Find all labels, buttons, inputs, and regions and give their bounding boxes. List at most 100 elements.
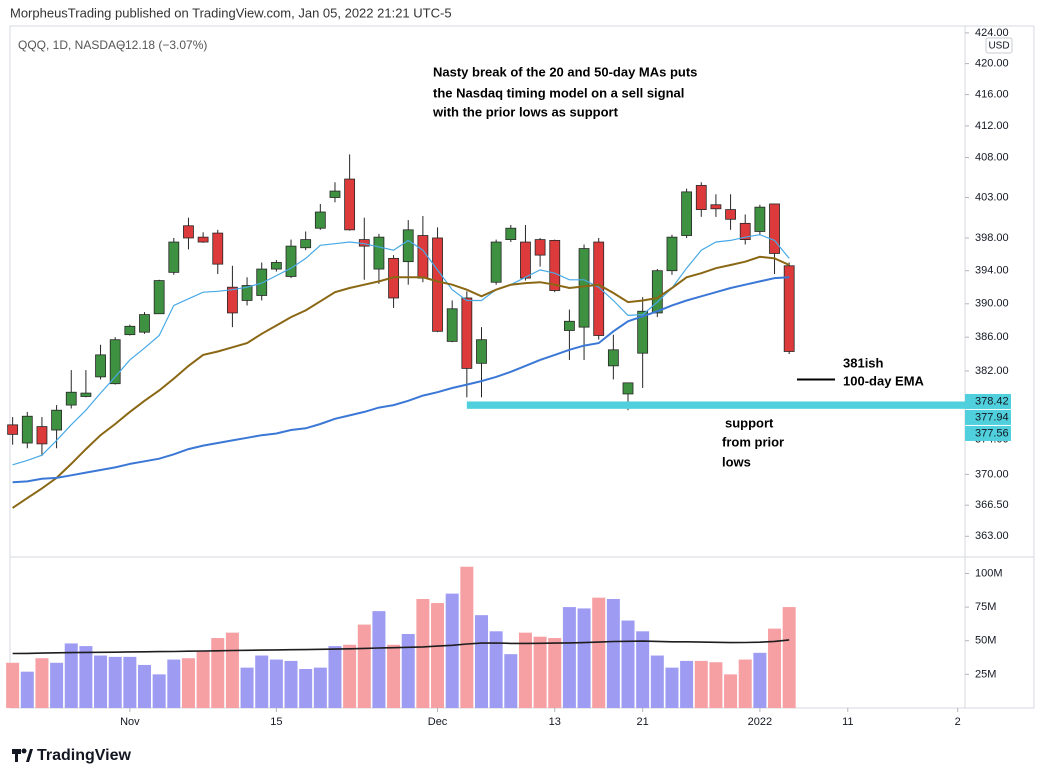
volume-bar [64, 643, 78, 708]
candle-body [637, 310, 649, 354]
support-note: support [725, 415, 774, 430]
candle-body [314, 211, 326, 229]
currency[interactable]: USD [988, 41, 1009, 52]
volume-tick-label: 100M [975, 567, 1003, 579]
y-tick-label: 416.00 [975, 89, 1009, 101]
support-note: lows [722, 454, 751, 469]
volume-bar [269, 659, 283, 708]
candle-body [109, 339, 121, 385]
y-tick-label: 386.00 [975, 331, 1009, 343]
candle-body [21, 415, 33, 444]
volume-bar [606, 599, 620, 708]
price-label: 377.56 [975, 427, 1009, 439]
ema-label: 381ish [843, 355, 884, 370]
volume-bar [592, 597, 606, 708]
volume-bar [50, 662, 64, 708]
candle-body [417, 235, 429, 279]
candle-body [461, 297, 473, 369]
candle-body [534, 239, 546, 256]
price-label-box [965, 393, 1011, 409]
volume-bar [416, 599, 430, 708]
volume-bar [181, 658, 195, 708]
candle-body [80, 392, 92, 397]
volume-bar [123, 656, 137, 708]
candle-body [695, 185, 707, 210]
volume-bar [445, 593, 459, 708]
candle-body [197, 236, 209, 243]
volume-bar [299, 668, 313, 708]
annotation: with the prior lows as support [432, 104, 619, 119]
volume-bar [138, 664, 152, 708]
volume-bar [489, 631, 503, 708]
volume-bar [240, 667, 254, 708]
volume-bar [196, 651, 210, 708]
candle-body [402, 229, 414, 263]
candle-body [153, 280, 165, 315]
volume-bar [211, 638, 225, 708]
volume-bar [504, 654, 518, 708]
candle-body [490, 241, 502, 283]
candle-body [769, 203, 780, 254]
volume-bar [357, 624, 371, 708]
brand[interactable]: TradingView [37, 747, 132, 764]
volume-bar [738, 659, 752, 708]
volume-bar [94, 655, 108, 708]
volume-tick-label: 25M [975, 668, 996, 680]
candle-body [725, 209, 736, 220]
volume-tick-label: 50M [975, 635, 996, 647]
support-note: from prior [722, 434, 784, 449]
plot: 424.00 420.00 416.00 412.00 408.00 403.00 398.… [6, 27, 1011, 728]
y-tick-label: 420.00 [975, 57, 1009, 69]
candle-body [578, 248, 590, 328]
y-tick-label: 394.00 [975, 265, 1009, 277]
volume-bar [548, 638, 562, 708]
y-tick-label: 403.00 [975, 191, 1009, 203]
price-label: 378.42 [975, 395, 1009, 407]
x-tick-label: 11 [842, 716, 853, 728]
candle-body [212, 232, 224, 265]
volume-bar [343, 644, 357, 708]
candle-body [754, 206, 766, 232]
x-tick-label: 2022 [748, 716, 772, 728]
volume-bar [680, 660, 694, 708]
x-tick-label: 13 [549, 716, 561, 728]
volume-bar [562, 607, 576, 708]
candle-body [783, 265, 795, 352]
symbol: QQQ, 1D, NASDAQ [18, 38, 125, 52]
candle-body [446, 308, 458, 342]
currency-box[interactable] [985, 37, 1013, 54]
volume-bar [372, 611, 386, 708]
price-label-box [965, 409, 1011, 425]
volume-bar [636, 631, 650, 708]
volume-bar [768, 628, 782, 708]
candle-body [739, 222, 751, 240]
moving-average [12, 255, 790, 509]
volume-bar [79, 646, 93, 708]
candle-body [36, 426, 48, 445]
y-tick-label: 370.00 [975, 468, 1009, 480]
volume-bar [665, 667, 679, 708]
candle-body [344, 178, 356, 231]
publisher: MorpheusTrading published on TradingView… [10, 5, 452, 20]
moving-average [12, 276, 790, 484]
candle-body [227, 286, 238, 314]
y-tick-label: 366.50 [975, 499, 1009, 511]
candle-body [622, 382, 634, 395]
x-tick-label: 15 [270, 716, 282, 728]
volume-bar [694, 660, 708, 708]
x-tick-label: 2 [955, 716, 961, 728]
volume-bar [20, 671, 34, 708]
volume-bar [753, 652, 767, 708]
annotation: the Nasdaq timing model on a sell signal [433, 85, 684, 100]
volume-bar [460, 566, 474, 708]
brand-logo [12, 748, 33, 762]
moving-average [12, 234, 790, 466]
y-tick-label: 424.00 [975, 27, 1009, 39]
y-tick-label: 363.00 [975, 530, 1009, 542]
volume-bar [518, 632, 532, 708]
candle-body [710, 204, 722, 210]
candle-body [139, 314, 150, 333]
volume-bar [6, 662, 20, 708]
